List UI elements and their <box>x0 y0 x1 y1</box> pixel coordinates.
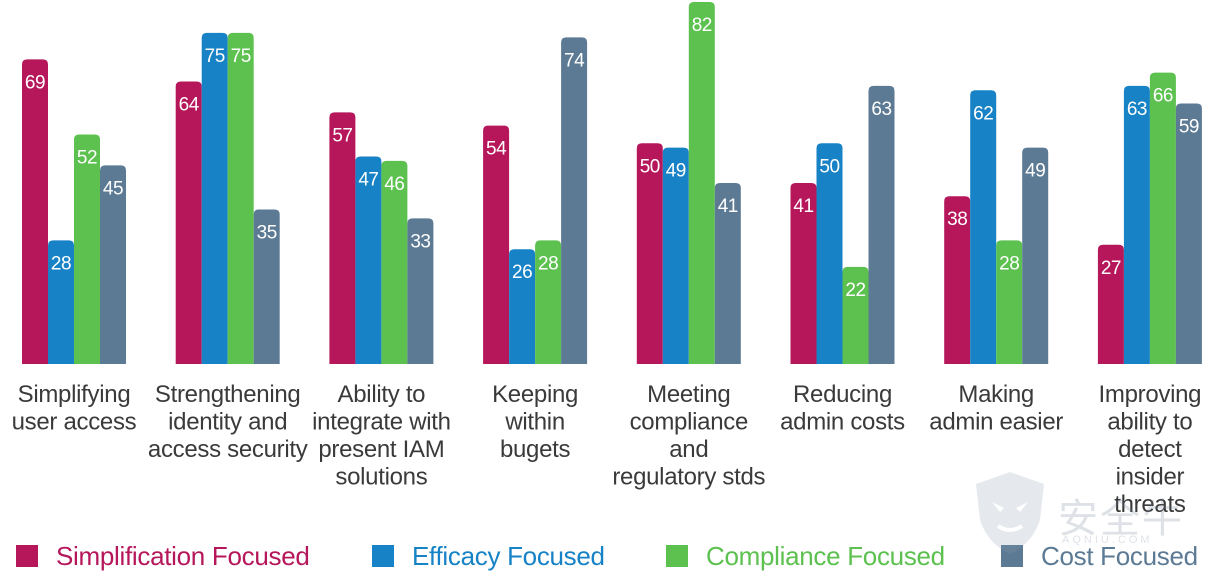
legend: Simplification Focused Efficacy Focused Co… <box>16 541 1198 571</box>
bar <box>175 81 202 365</box>
bar-group: 50 49 82 41 <box>636 2 741 364</box>
data-label: 45 <box>103 178 123 199</box>
category-label: Improving ability to detect insider threats <box>1099 381 1202 518</box>
bar <box>1149 72 1176 364</box>
data-label: 47 <box>358 170 378 191</box>
data-label: 35 <box>257 222 277 243</box>
bar-group: 57 47 46 33 <box>329 112 434 365</box>
data-label: 64 <box>179 94 200 115</box>
bar <box>509 249 536 364</box>
data-label: 50 <box>640 156 660 177</box>
data-label: 63 <box>871 99 891 120</box>
bar <box>790 183 817 364</box>
bar <box>483 125 510 364</box>
bar <box>868 85 895 364</box>
data-label: 52 <box>77 147 97 168</box>
bar-group: 54 26 28 74 <box>483 37 588 364</box>
bar-group: 41 50 22 63 <box>790 85 895 364</box>
data-label: 74 <box>564 50 585 71</box>
bar-group: 27 63 66 59 <box>1097 72 1202 364</box>
data-label: 49 <box>666 161 686 182</box>
bar <box>944 196 971 364</box>
bar-group: 64 75 75 35 <box>175 32 280 365</box>
data-label: 28 <box>999 253 1019 274</box>
category-label: Simplifying user access <box>12 381 137 436</box>
data-label: 49 <box>1025 161 1045 182</box>
bar <box>100 165 126 364</box>
bar <box>561 37 588 364</box>
data-label: 27 <box>1101 258 1121 279</box>
data-label: 54 <box>486 139 507 160</box>
bar <box>48 240 74 364</box>
bar <box>842 266 869 364</box>
category-label: Meeting compliance and regulatory stds <box>612 381 765 491</box>
data-label: 50 <box>819 156 839 177</box>
bar <box>1097 244 1124 364</box>
data-label: 33 <box>410 231 430 252</box>
bar <box>970 90 997 364</box>
bar <box>201 32 228 365</box>
legend-label: Simplification Focused <box>56 541 310 571</box>
data-label: 46 <box>384 174 404 195</box>
data-label: 75 <box>231 46 251 67</box>
data-label: 28 <box>51 253 71 274</box>
legend-label: Efficacy Focused <box>412 541 605 571</box>
bar <box>1123 85 1150 364</box>
bar-group: 38 62 28 49 <box>944 90 1049 364</box>
data-label: 69 <box>25 72 45 93</box>
data-label: 82 <box>692 15 712 36</box>
category-label: Making admin easier <box>929 381 1063 436</box>
bar <box>22 59 48 364</box>
data-label: 57 <box>332 125 352 146</box>
bar <box>355 156 382 364</box>
legend-swatch <box>372 545 394 567</box>
bar <box>253 209 280 364</box>
bar <box>714 183 741 364</box>
bar <box>74 134 100 364</box>
data-label: 28 <box>538 253 558 274</box>
data-label: 75 <box>205 46 225 67</box>
legend-label: Compliance Focused <box>706 541 945 571</box>
bar <box>535 240 562 364</box>
legend-swatch <box>1001 545 1023 567</box>
data-label: 41 <box>793 196 813 217</box>
bar <box>1175 103 1202 364</box>
data-label: 59 <box>1179 117 1199 138</box>
data-label: 41 <box>718 196 738 217</box>
legend-swatch <box>16 545 38 567</box>
bar <box>407 218 434 364</box>
legend-label: Cost Focused <box>1041 541 1198 571</box>
bar <box>662 147 689 364</box>
category-label: Reducing admin costs <box>780 381 905 436</box>
category-label: Keeping within bugets <box>492 381 578 463</box>
bar <box>329 112 356 365</box>
data-label: 62 <box>973 103 993 124</box>
bar <box>816 143 843 364</box>
bar <box>636 143 663 364</box>
data-label: 66 <box>1153 86 1173 107</box>
data-label: 63 <box>1127 99 1147 120</box>
category-label: Strengthening identity and access security <box>148 381 308 463</box>
data-label: 22 <box>845 280 865 301</box>
bar <box>381 160 408 364</box>
bar <box>996 240 1023 364</box>
legend-swatch <box>666 545 688 567</box>
bar <box>227 32 254 365</box>
bar <box>1022 147 1049 364</box>
bar-group: 69 28 52 45 <box>22 59 126 364</box>
data-label: 38 <box>947 209 967 230</box>
bar <box>688 2 715 364</box>
category-label: Ability to integrate with present IAM solut… <box>312 381 451 491</box>
data-label: 26 <box>512 262 532 283</box>
